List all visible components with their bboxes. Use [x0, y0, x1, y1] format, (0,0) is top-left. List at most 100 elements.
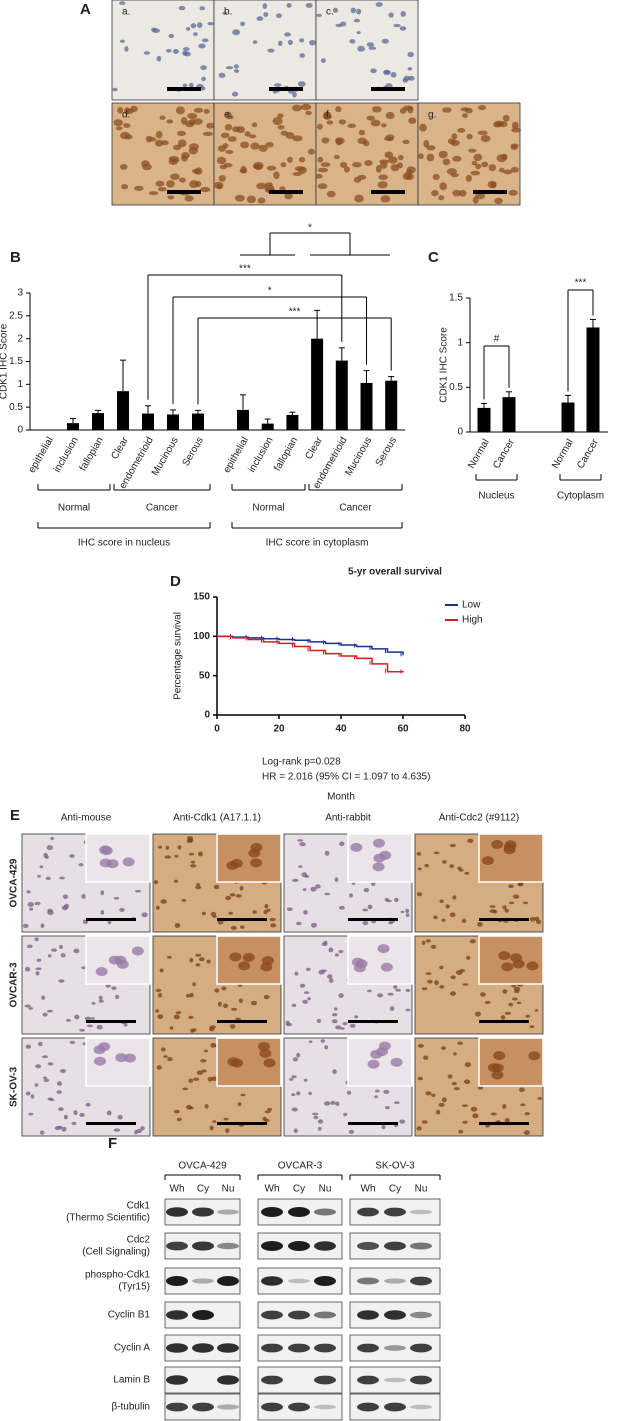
cell-nucleus: [59, 876, 65, 880]
scale-bar: [371, 87, 405, 91]
bar: [167, 414, 179, 430]
significance: #: [494, 334, 500, 345]
lane-label: Nu: [319, 1184, 332, 1195]
cell-nucleus: [239, 885, 244, 891]
cell-nucleus: [321, 137, 330, 144]
cell-nucleus: [42, 1012, 48, 1017]
band: [384, 1278, 406, 1284]
cell-nucleus: [167, 955, 172, 959]
cell-nucleus: [222, 11, 227, 15]
cell-nucleus: [284, 32, 291, 37]
inset-cell: [123, 1053, 136, 1063]
cell-nucleus: [358, 129, 366, 136]
cell-nucleus: [181, 899, 187, 902]
cell-nucleus: [166, 180, 175, 188]
cell-nucleus: [371, 106, 382, 113]
cell-nucleus: [339, 21, 347, 27]
cell-nucleus: [488, 164, 496, 172]
band: [261, 1241, 283, 1251]
cell-nucleus: [381, 123, 387, 128]
cell-nucleus: [124, 46, 129, 52]
cell-nucleus: [349, 39, 356, 44]
cell-nucleus: [389, 1006, 395, 1011]
cell-nucleus: [277, 125, 285, 130]
micrograph: [417, 102, 521, 206]
band: [288, 1278, 310, 1284]
annotation: Log-rank p=0.028: [262, 757, 341, 768]
cell-nucleus: [390, 72, 397, 78]
inset-cell: [250, 842, 263, 852]
lane-label: Wh: [265, 1184, 280, 1195]
cell-nucleus: [120, 131, 130, 140]
cell-nucleus: [519, 1087, 525, 1093]
cell-nucleus: [63, 1114, 68, 1120]
bar: [92, 413, 104, 430]
cell-nucleus: [122, 123, 131, 128]
row-label: OVCAR-3: [9, 962, 20, 1007]
inset-cell: [510, 953, 523, 963]
cell-nucleus: [250, 1000, 258, 1006]
cell-nucleus: [327, 974, 333, 979]
cell-nucleus: [518, 882, 523, 887]
inset-cell: [526, 961, 539, 971]
cell-nucleus: [399, 1119, 406, 1124]
cell-nucleus: [353, 18, 361, 23]
cell-nucleus: [232, 29, 241, 36]
cell-nucleus: [78, 863, 84, 867]
tile-label: g.: [428, 110, 436, 121]
cell-nucleus: [504, 1011, 512, 1015]
cell-nucleus: [198, 43, 206, 49]
cell-nucleus: [438, 195, 445, 201]
cell-nucleus: [335, 106, 342, 113]
cell-nucleus: [26, 890, 31, 894]
cell-nucleus: [284, 192, 293, 200]
cell-nucleus: [423, 139, 430, 148]
micrograph: [315, 102, 419, 206]
section-label: IHC score in cytoplasm: [266, 538, 369, 549]
cell-nucleus: [252, 40, 258, 44]
inset-cell: [263, 1058, 276, 1068]
cell-nucleus: [302, 999, 309, 1004]
cell-nucleus: [425, 972, 432, 975]
cell-nucleus: [452, 189, 462, 197]
cell-nucleus: [47, 908, 53, 913]
inset-cell: [229, 952, 242, 962]
cell-nucleus: [234, 194, 245, 202]
cell-nucleus: [308, 1040, 313, 1043]
band: [384, 1310, 406, 1320]
cell-nucleus: [25, 1091, 31, 1096]
cell-nucleus: [113, 1128, 121, 1132]
cell-nucleus: [81, 893, 86, 899]
cell-nucleus: [334, 877, 339, 882]
cell-nucleus: [159, 968, 164, 973]
cell-nucleus: [184, 51, 191, 57]
bar: [67, 423, 79, 430]
panel-letter: F: [108, 1135, 117, 1152]
cell-nucleus: [471, 160, 478, 166]
cell-nucleus: [233, 69, 240, 73]
cell-nucleus: [196, 1070, 204, 1075]
cell-nucleus: [501, 153, 508, 161]
y-tick-label: 0: [204, 710, 210, 721]
y-tick-label: 1.5: [9, 356, 23, 367]
cell-nucleus: [338, 119, 347, 125]
error-bar: [506, 391, 512, 398]
cell-nucleus: [385, 899, 392, 903]
cell-nucleus: [286, 3, 292, 8]
band: [314, 1375, 336, 1385]
cell-nucleus: [192, 168, 201, 174]
scale-bar: [269, 190, 303, 194]
cell-nucleus: [502, 169, 513, 175]
cell-nucleus: [185, 993, 191, 998]
cell-nucleus: [45, 876, 51, 880]
cell-nucleus: [35, 971, 40, 976]
cell-nucleus: [56, 1090, 62, 1094]
cell-nucleus: [500, 1015, 506, 1020]
cell-nucleus: [514, 990, 520, 994]
inset-cell: [238, 961, 251, 971]
panel-letter: C: [428, 249, 439, 266]
cell-nucleus: [357, 174, 367, 180]
cell-nucleus: [90, 1017, 95, 1020]
cell-nucleus: [240, 165, 247, 174]
cell-nucleus: [256, 16, 264, 21]
